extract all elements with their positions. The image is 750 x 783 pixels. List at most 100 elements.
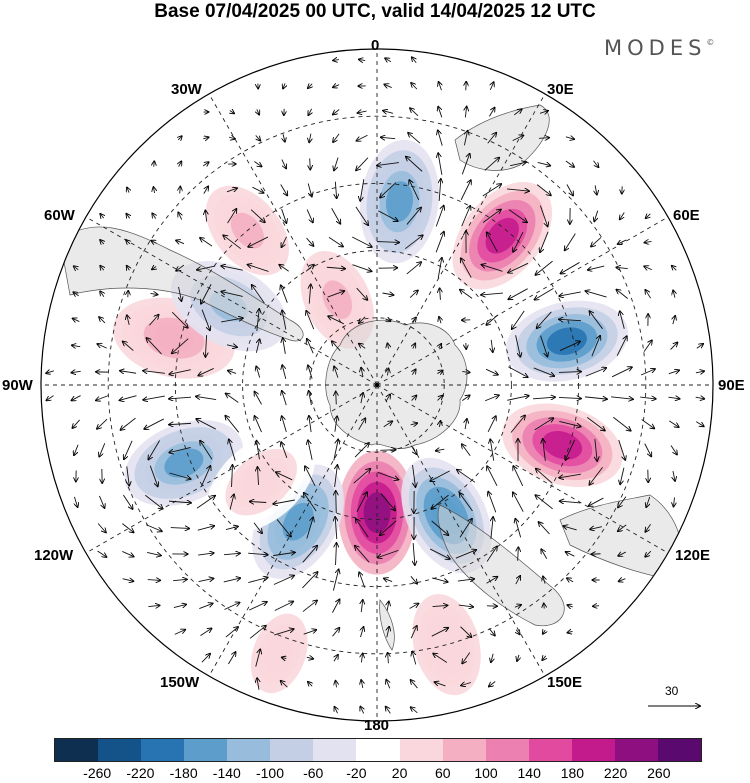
wind-arrow bbox=[435, 206, 443, 227]
wind-arrow bbox=[645, 290, 652, 299]
wind-arrow bbox=[410, 445, 416, 454]
wind-arrow bbox=[172, 338, 189, 354]
wind-arrow bbox=[645, 523, 651, 532]
wind-arrow bbox=[336, 543, 337, 566]
wind-arrow bbox=[257, 467, 258, 486]
wind-arrow bbox=[567, 605, 573, 607]
wind-arrow bbox=[377, 471, 399, 479]
wind-arrow bbox=[168, 501, 191, 503]
wind-arrow bbox=[256, 135, 261, 140]
wind-arrow bbox=[148, 440, 160, 460]
wind-arrow bbox=[620, 212, 625, 220]
wind-arrow bbox=[361, 368, 363, 377]
wind-arrow bbox=[334, 366, 339, 378]
wind-arrow bbox=[487, 232, 498, 252]
wind-arrow bbox=[543, 630, 545, 634]
wind-arrow bbox=[440, 288, 441, 300]
wind-arrow bbox=[594, 210, 597, 222]
wind-arrow bbox=[196, 396, 217, 401]
wind-arrow bbox=[378, 549, 399, 557]
wind-arrow bbox=[224, 553, 240, 554]
wind-arrow bbox=[512, 135, 524, 142]
colorbar-tick-label: 180 bbox=[560, 765, 585, 781]
wind-arrow bbox=[358, 418, 366, 430]
wind-arrow bbox=[535, 495, 553, 510]
wind-arrow bbox=[147, 552, 161, 555]
wind-arrow bbox=[281, 681, 288, 688]
colorbar-swatch bbox=[98, 739, 142, 761]
wind-arrow bbox=[221, 266, 243, 271]
lon-label-180: 180 bbox=[364, 717, 390, 734]
wind-arrow bbox=[360, 707, 363, 714]
wind-arrow bbox=[200, 628, 211, 636]
wind-arrow bbox=[306, 311, 315, 330]
wind-arrow bbox=[429, 548, 450, 559]
wind-arrow bbox=[486, 314, 499, 325]
wind-arrow bbox=[618, 524, 627, 531]
wind-arrow bbox=[640, 397, 656, 399]
wind-arrow bbox=[484, 158, 499, 171]
wind-arrow bbox=[308, 108, 311, 115]
wind-arrow bbox=[154, 161, 155, 167]
wind-arrow bbox=[437, 370, 442, 373]
wind-arrow bbox=[413, 542, 415, 565]
wind-arrow bbox=[518, 547, 519, 561]
wind-arrow bbox=[143, 395, 165, 400]
wind-arrow bbox=[333, 133, 340, 142]
wind-arrow bbox=[563, 526, 577, 531]
wind-arrow bbox=[439, 421, 440, 428]
colorbar-tick-label: 220 bbox=[603, 765, 628, 781]
wind-arrow bbox=[589, 466, 603, 485]
wind-arrow bbox=[387, 343, 388, 349]
wind-arrow bbox=[537, 162, 550, 165]
wind-arrow bbox=[201, 466, 211, 487]
wind-arrow bbox=[356, 519, 369, 538]
wind-arrow bbox=[385, 58, 392, 61]
wind-arrow bbox=[100, 291, 104, 297]
wind-arrow bbox=[462, 372, 469, 373]
wind-arrow bbox=[457, 579, 474, 581]
wind-arrow bbox=[334, 707, 337, 714]
wind-arrow bbox=[381, 137, 396, 138]
wind-arrow bbox=[514, 109, 521, 116]
wind-arrow bbox=[309, 416, 311, 433]
wind-arrow bbox=[386, 707, 391, 714]
colorbar-tick-label: -140 bbox=[212, 765, 241, 781]
wind-arrow bbox=[120, 395, 137, 401]
wind-arrow bbox=[198, 578, 214, 581]
wind-arrow bbox=[306, 237, 314, 246]
wind-arrow bbox=[196, 419, 216, 430]
wind-arrow bbox=[490, 82, 493, 90]
wind-arrow bbox=[152, 213, 155, 219]
wind-arrow bbox=[589, 311, 603, 330]
wind-arrow bbox=[590, 527, 602, 530]
wind-arrow bbox=[484, 395, 499, 402]
wind-arrow bbox=[73, 318, 80, 321]
wind-arrow bbox=[200, 238, 213, 247]
wind-arrow bbox=[540, 335, 548, 357]
colorbar-swatch bbox=[571, 739, 615, 761]
wind-arrow bbox=[252, 186, 263, 193]
wind-arrow bbox=[196, 496, 215, 509]
wind-arrow bbox=[516, 630, 520, 635]
wind-arrow bbox=[431, 494, 449, 509]
wind-arrow bbox=[559, 421, 580, 426]
wind-arrow bbox=[359, 344, 366, 349]
wind-arrow bbox=[566, 552, 575, 557]
wind-arrow bbox=[248, 602, 267, 611]
wind-arrow bbox=[333, 60, 339, 61]
antarctica-outline bbox=[325, 319, 468, 449]
wind-arrow bbox=[169, 423, 192, 424]
wind-arrow bbox=[199, 603, 212, 609]
wind-arrow bbox=[352, 264, 371, 272]
wind-arrow bbox=[517, 654, 519, 661]
wind-arrow bbox=[198, 553, 214, 555]
wind-arrow bbox=[435, 232, 444, 253]
wind-arrow bbox=[618, 239, 627, 244]
wind-arrow bbox=[535, 288, 554, 299]
wind-arrow bbox=[224, 603, 239, 610]
wind-arrow bbox=[670, 342, 678, 350]
wind-arrow bbox=[281, 236, 287, 247]
wind-arrow bbox=[510, 416, 525, 433]
wind-arrow bbox=[333, 439, 338, 461]
